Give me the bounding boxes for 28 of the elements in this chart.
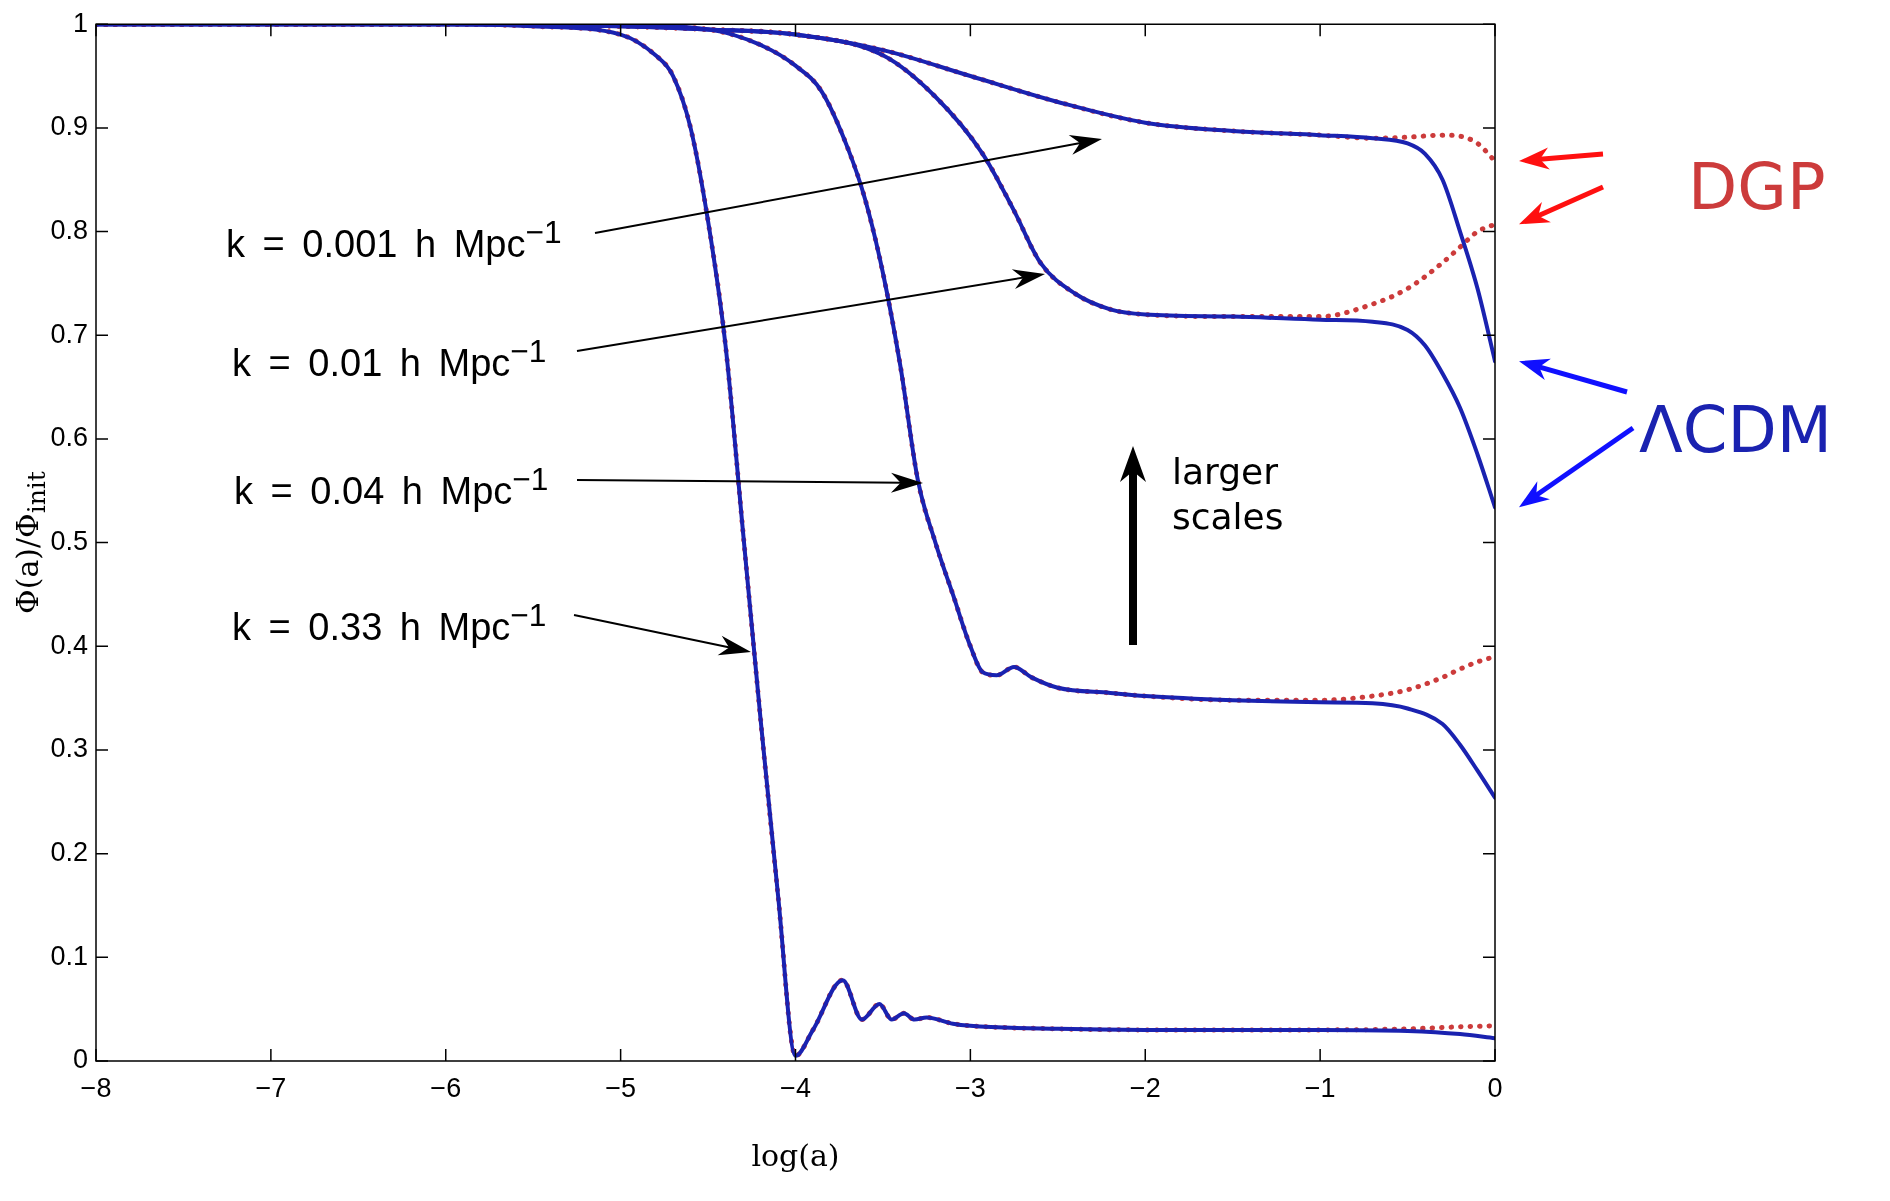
y-tick-label: 0.9 bbox=[50, 111, 88, 142]
y-tick-label: 0.8 bbox=[50, 215, 88, 246]
x-tick-label: −6 bbox=[430, 1072, 462, 1103]
y-tick-label: 0.7 bbox=[50, 318, 88, 349]
y-tick-label: 0.2 bbox=[50, 837, 88, 868]
x-tick-label: −4 bbox=[780, 1072, 811, 1103]
text: DGP bbox=[1688, 149, 1826, 226]
y-tick-label: 0.1 bbox=[50, 940, 88, 971]
x-tick-label: 0 bbox=[1487, 1072, 1503, 1103]
x-tick-label: −2 bbox=[1129, 1072, 1161, 1103]
text: ΛCDM bbox=[1639, 392, 1832, 469]
annotation: k = 0.001 h Mpc$^{−1}$ bbox=[226, 213, 562, 268]
annotation: k = 0.04 h Mpc$^{−1}$ bbox=[234, 460, 549, 515]
y-tick-label: 0.6 bbox=[50, 422, 88, 453]
annotation: k = 0.33 h Mpc$^{−1}$ bbox=[232, 596, 547, 651]
x-tick-label: −3 bbox=[954, 1072, 986, 1103]
annotation: k = 0.01 h Mpc$^{−1}$ bbox=[232, 332, 547, 387]
x-tick-label: −5 bbox=[605, 1072, 637, 1103]
x-tick-label: −8 bbox=[80, 1072, 112, 1103]
y-tick-label: 0 bbox=[72, 1044, 88, 1075]
y-tick-label: 0.3 bbox=[50, 733, 88, 764]
x-tick-label: −1 bbox=[1304, 1072, 1336, 1103]
annotation: larger scales bbox=[1172, 450, 1285, 539]
y-tick-label: 1 bbox=[72, 7, 88, 38]
x-axis-title: log(a) bbox=[750, 1138, 841, 1173]
y-tick-label: 0.5 bbox=[50, 526, 88, 557]
y-tick-label: 0.4 bbox=[50, 629, 88, 660]
x-tick-label: −7 bbox=[255, 1072, 287, 1103]
